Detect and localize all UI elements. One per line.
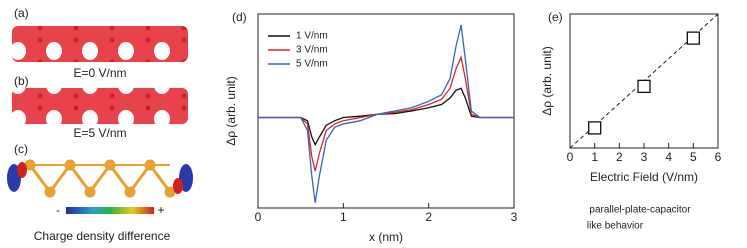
field-label: E=0 V/nm [73,66,126,80]
x-tick-label: 3 [641,150,648,164]
plot-frame [257,13,515,209]
colorbar-min: - [56,203,60,217]
x-tick-label: 1 [591,150,598,164]
x-tick-label: 6 [715,150,722,164]
panel-label: (a) [14,6,29,20]
x-tick-label: 4 [665,150,672,164]
x-tick-label: 5 [690,150,697,164]
x-tick-label: 3 [511,210,518,224]
field-label: E=5 V/nm [73,126,126,140]
x-tick-label: 2 [616,150,623,164]
data-line [258,24,514,203]
structure-image [12,88,188,124]
x-tick-label: 0 [255,210,262,224]
x-tick-label: 0 [567,150,574,164]
y-axis-label: Δρ (arb. unit) [540,46,554,116]
x-axis-label: Electric Field (V/nm) [590,170,698,184]
structure-image [7,159,193,198]
legend-label: 5 V/nm [296,59,328,70]
caption: Charge density difference [34,229,171,243]
data-point [686,31,700,45]
note: like behavior [587,221,644,232]
panel-label: (e) [548,10,563,24]
data-point [588,121,602,135]
legend-label: 3 V/nm [296,45,328,56]
panel-label: (b) [14,74,29,88]
panel-label: (d) [232,10,247,24]
colorbar-max: + [157,203,164,217]
legend-label: 1 V/nm [296,31,328,42]
x-axis-label: x (nm) [369,230,403,244]
structure-image [12,26,188,62]
y-axis-label: Δρ (arb. unit) [224,76,238,146]
x-tick-label: 1 [340,210,347,224]
note: parallel-plate-capacitor [589,205,691,216]
panel-label: (c) [14,142,28,156]
colorbar [66,207,154,214]
x-tick-label: 2 [425,210,432,224]
data-point [637,79,651,94]
